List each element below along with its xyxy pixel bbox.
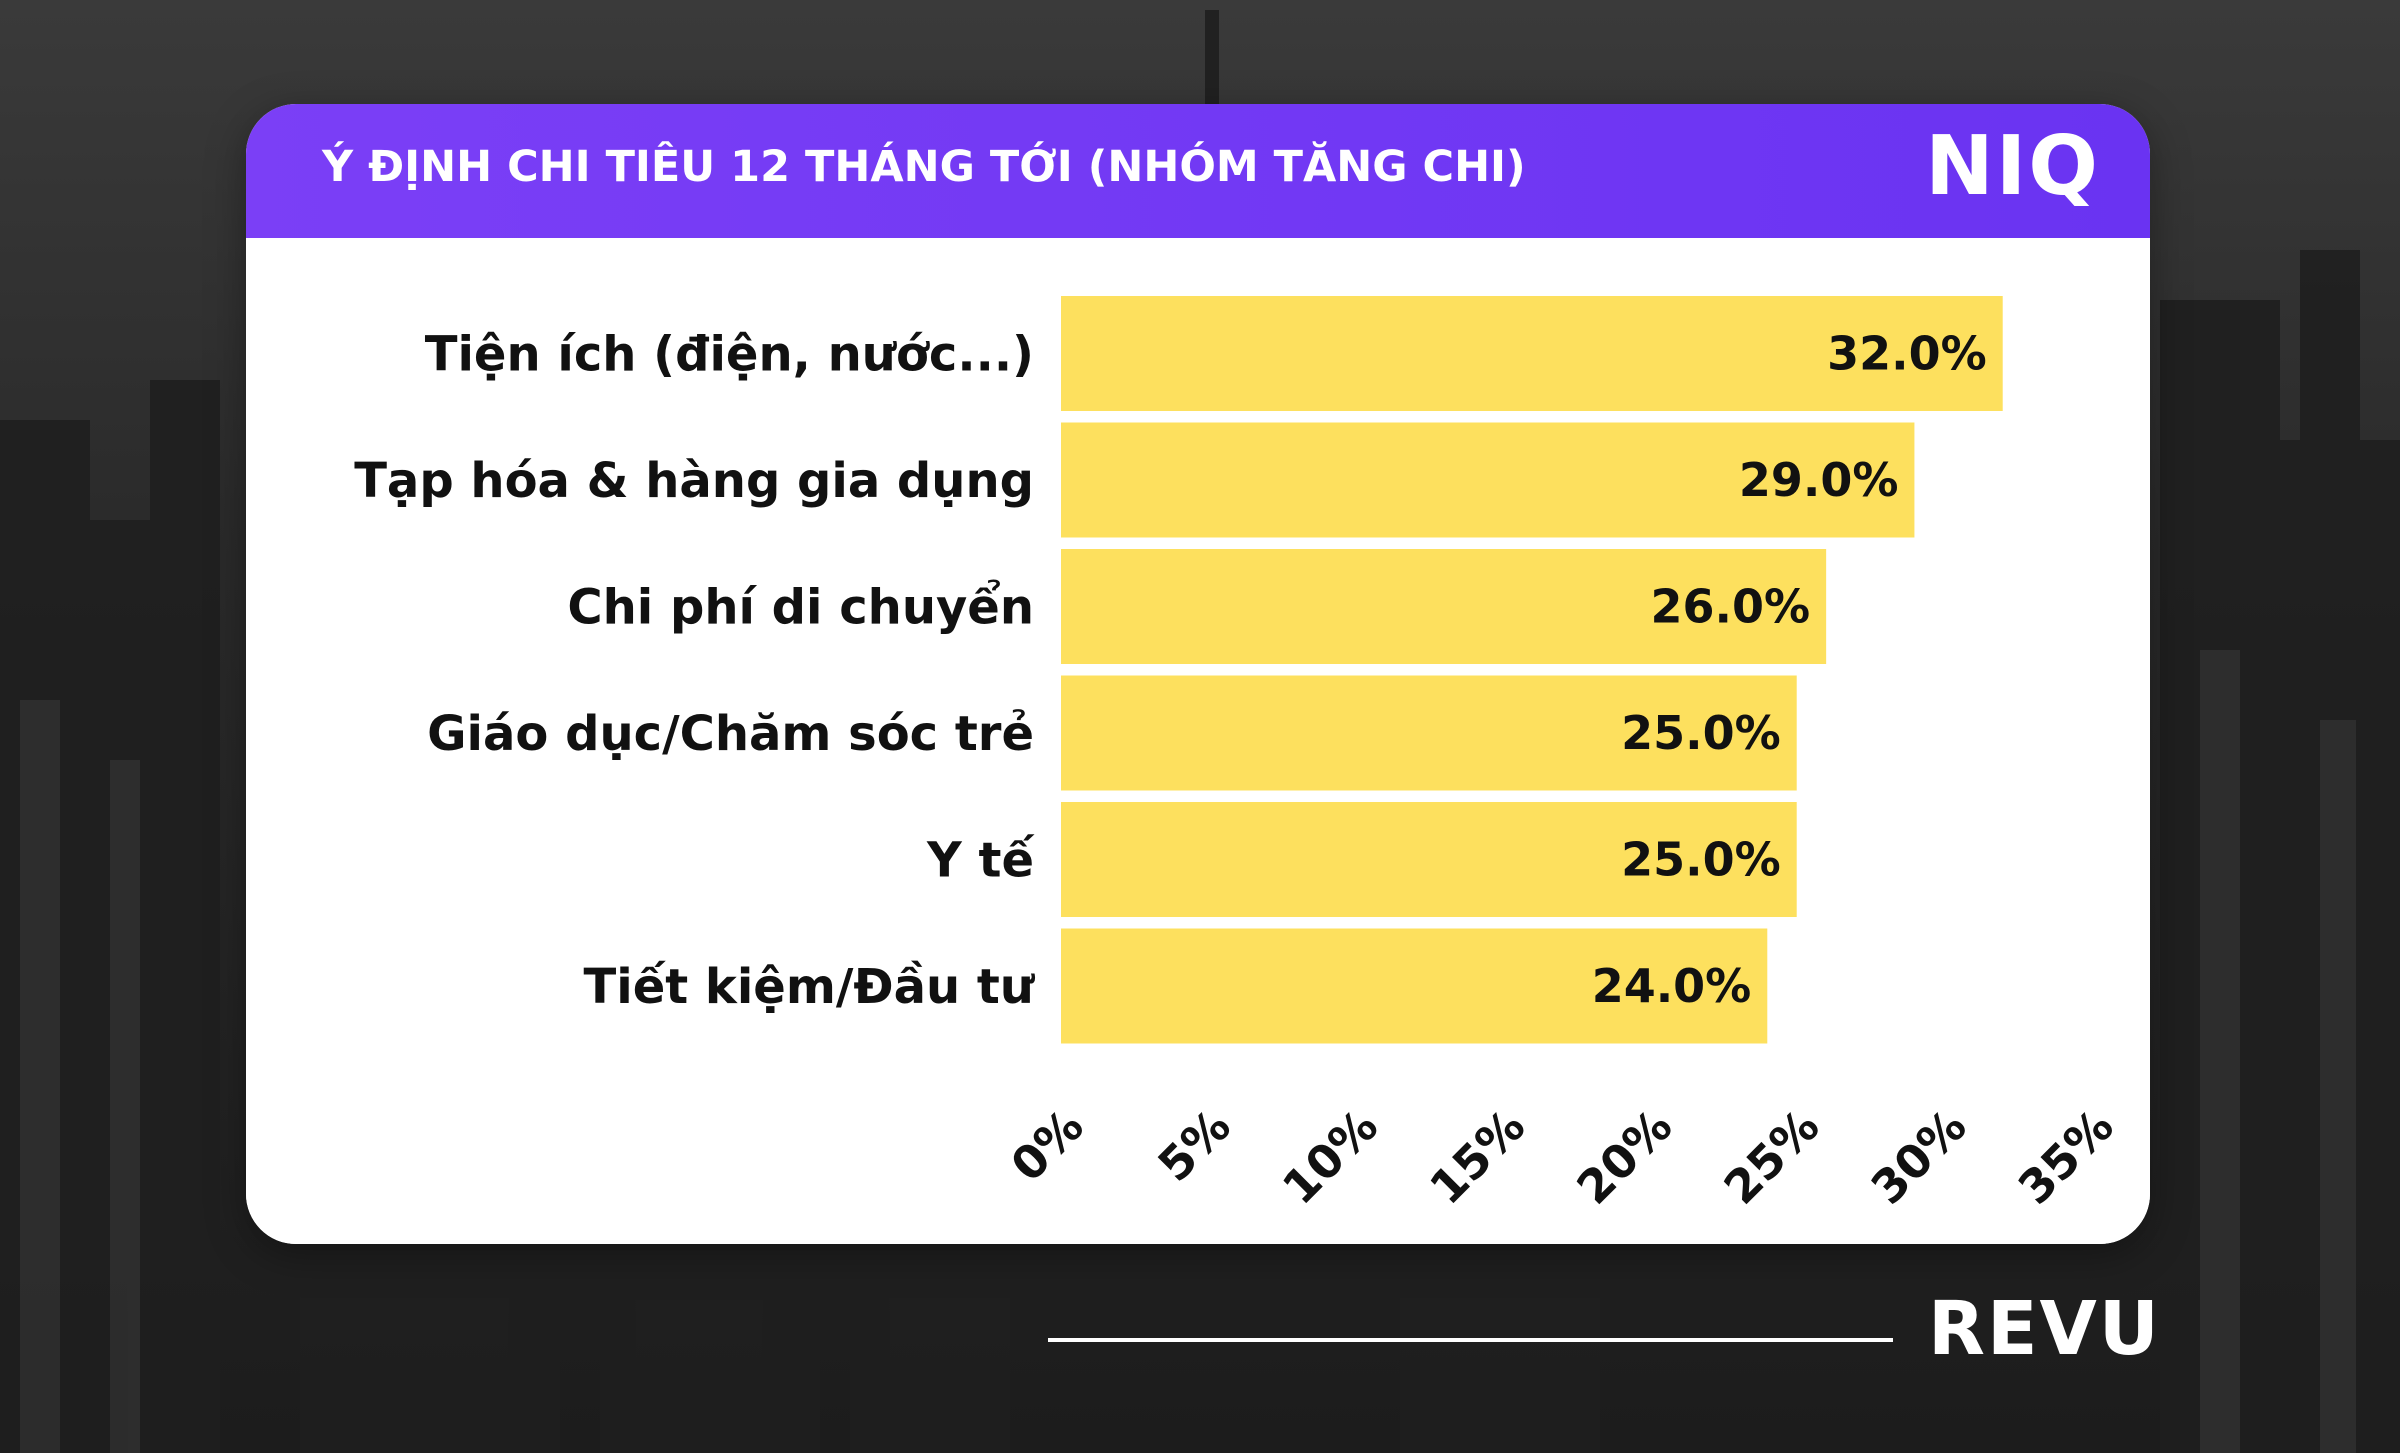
bar-6 bbox=[1061, 928, 1768, 1044]
category-label-5: Y tế bbox=[926, 833, 1035, 889]
category-label-3: Chi phí di chuyển bbox=[567, 580, 1034, 636]
footer-divider bbox=[1048, 1338, 1893, 1342]
card-header: Ý ĐỊNH CHI TIÊU 12 THÁNG TỚI (NHÓM TĂNG … bbox=[246, 104, 2150, 238]
bar-5 bbox=[1061, 802, 1797, 917]
category-label-6: Tiết kiệm/Đầu tư bbox=[584, 959, 1036, 1015]
x-tick-label-3: 10% bbox=[1272, 1099, 1388, 1215]
bar-3 bbox=[1061, 549, 1827, 664]
value-label-3: 26.0% bbox=[1651, 580, 1811, 634]
x-tick-label-1: 0% bbox=[1000, 1099, 1093, 1192]
chart-card: Ý ĐỊNH CHI TIÊU 12 THÁNG TỚI (NHÓM TĂNG … bbox=[246, 104, 2150, 1244]
category-label-4: Giáo dục/Chăm sóc trẻ bbox=[427, 706, 1034, 762]
x-tick-label-6: 25% bbox=[1713, 1099, 1829, 1215]
category-label-2: Tạp hóa & hàng gia dụng bbox=[354, 453, 1034, 509]
x-tick-label-4: 15% bbox=[1419, 1099, 1535, 1215]
bar-chart: Tiện ích (điện, nước...) Tạp hóa & hàng g… bbox=[354, 296, 2124, 1215]
x-tick-label-7: 30% bbox=[1861, 1099, 1977, 1215]
revu-logo: REVU bbox=[1928, 1286, 2161, 1372]
value-label-2: 29.0% bbox=[1739, 453, 1899, 507]
value-label-4: 25.0% bbox=[1621, 706, 1781, 760]
x-tick-label-5: 20% bbox=[1566, 1099, 1682, 1215]
x-tick-label-8: 35% bbox=[2008, 1099, 2124, 1215]
x-tick-label-2: 5% bbox=[1148, 1099, 1241, 1192]
value-label-6: 24.0% bbox=[1592, 959, 1752, 1013]
value-label-1: 32.0% bbox=[1827, 327, 1987, 381]
category-label-1: Tiện ích (điện, nước...) bbox=[425, 327, 1034, 383]
bar-2 bbox=[1061, 422, 1915, 538]
bar-1 bbox=[1061, 296, 2003, 411]
niq-logo: NIQ bbox=[1925, 119, 2100, 214]
bar-4 bbox=[1061, 675, 1797, 791]
value-label-5: 25.0% bbox=[1621, 833, 1781, 887]
chart-title: Ý ĐỊNH CHI TIÊU 12 THÁNG TỚI (NHÓM TĂNG … bbox=[322, 142, 1526, 192]
